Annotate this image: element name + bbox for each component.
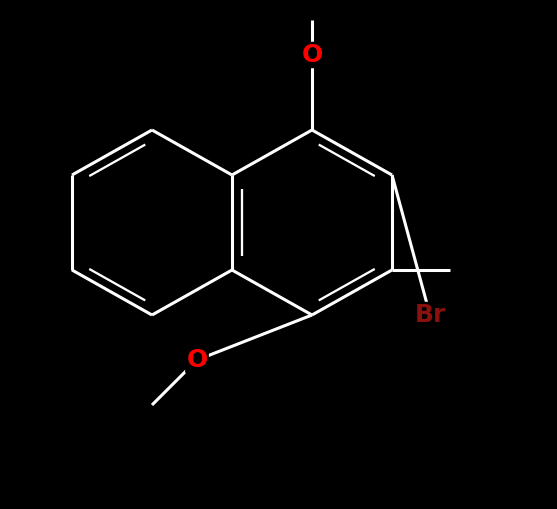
Text: O: O	[187, 348, 208, 372]
Text: O: O	[301, 43, 323, 67]
Text: Br: Br	[414, 303, 446, 327]
